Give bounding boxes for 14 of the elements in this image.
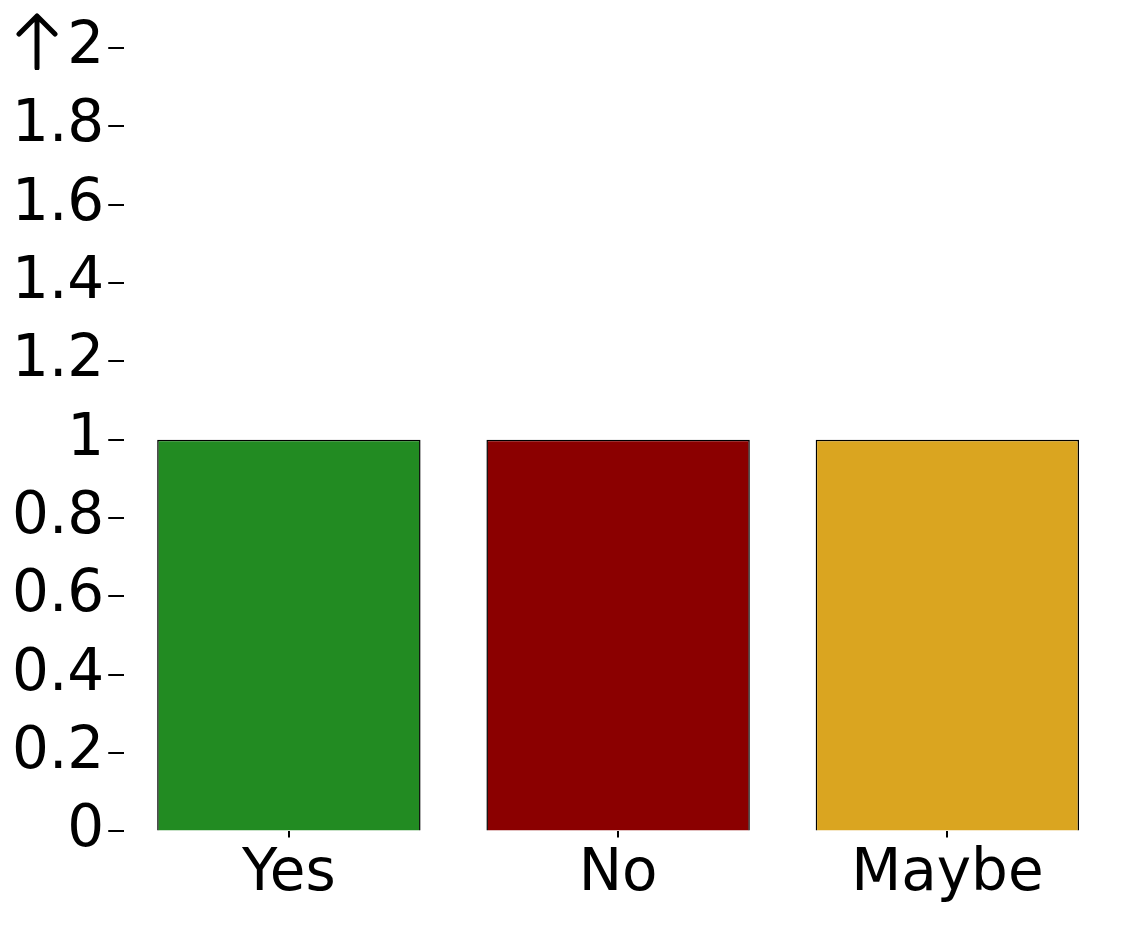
y-tick-label: 1.4	[11, 244, 105, 313]
y-tick-label: 0.6	[11, 557, 105, 626]
y-tick-label: 0	[67, 792, 105, 861]
x-tick-label: Yes	[241, 836, 336, 905]
y-tick-label: 2	[67, 9, 105, 78]
y-tick-label: 1.8	[11, 87, 105, 156]
x-tick-label: Maybe	[851, 836, 1044, 905]
y-tick-label: 0.4	[11, 635, 105, 704]
y-tick-label: 0.2	[11, 714, 105, 783]
x-tick-label: No	[578, 836, 658, 905]
y-tick-label: 0.8	[11, 479, 105, 548]
y-tick-label: 1.2	[11, 322, 105, 391]
y-tick-label: 1.6	[11, 165, 105, 234]
y-tick-label: 1	[67, 400, 105, 469]
